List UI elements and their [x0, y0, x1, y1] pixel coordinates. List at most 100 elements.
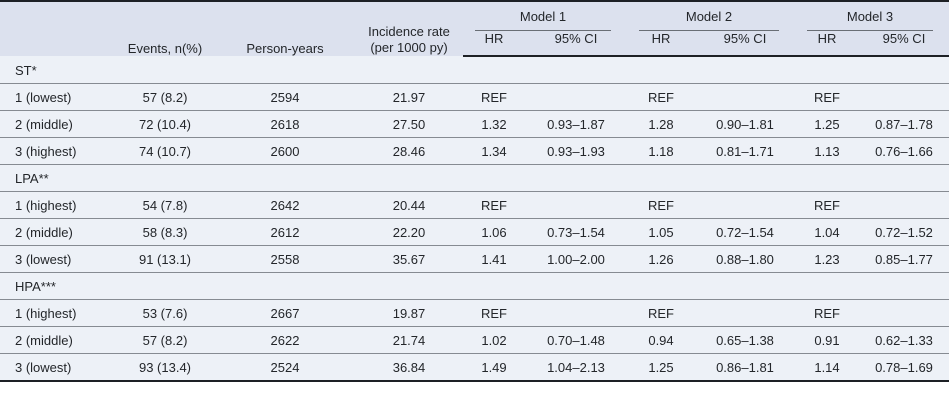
cell-events: 74 (10.7): [115, 137, 215, 165]
cell-m1-ci: [525, 83, 627, 111]
cell-m1-hr: REF: [463, 191, 525, 219]
cell-m3-ci: [859, 83, 949, 111]
section-label: ST*: [15, 62, 37, 78]
cell-person-years: 2618: [215, 110, 355, 138]
cell-m1-ci: 1.00–2.00: [525, 245, 627, 273]
cell-m2-ci: 0.65–1.38: [695, 326, 795, 354]
group-header-model1: Model 1: [463, 1, 627, 31]
cell-incidence: 20.44: [355, 191, 463, 219]
cell-m3-hr: 1.13: [795, 137, 859, 165]
cell-m1-ci: [525, 191, 627, 219]
results-table-container: Events, n(%) Person-years Incidence rate…: [0, 0, 949, 382]
cell-incidence: 21.74: [355, 326, 463, 354]
cell-m2-hr: 1.18: [627, 137, 695, 165]
cell-events: 93 (13.4): [115, 353, 215, 381]
row-label: 1 (highest): [0, 191, 115, 219]
table-row: 1 (highest) 54 (7.8) 2642 20.44 REF REF …: [0, 191, 949, 219]
cell-incidence: 27.50: [355, 110, 463, 138]
cell-m1-hr: 1.06: [463, 218, 525, 246]
cell-events: 57 (8.2): [115, 83, 215, 111]
cell-m2-hr: 1.05: [627, 218, 695, 246]
col-header-ci-model3: 95% CI: [859, 31, 949, 57]
cell-m1-hr: 1.34: [463, 137, 525, 165]
cell-m3-ci: 0.76–1.66: [859, 137, 949, 165]
row-label: 1 (highest): [0, 299, 115, 327]
table-row: 3 (highest) 74 (10.7) 2600 28.46 1.34 0.…: [0, 137, 949, 165]
table-row: 2 (middle) 57 (8.2) 2622 21.74 1.02 0.70…: [0, 326, 949, 354]
table-row: 2 (middle) 72 (10.4) 2618 27.50 1.32 0.9…: [0, 110, 949, 138]
cell-incidence: 35.67: [355, 245, 463, 273]
cell-incidence: 28.46: [355, 137, 463, 165]
cell-incidence: 22.20: [355, 218, 463, 246]
cell-m2-ci: 0.88–1.80: [695, 245, 795, 273]
col-header-hr-model2: HR: [627, 31, 695, 57]
cell-events: 57 (8.2): [115, 326, 215, 354]
cell-m2-ci: 0.81–1.71: [695, 137, 795, 165]
cell-incidence: 36.84: [355, 353, 463, 381]
section-row-lpa: LPA**: [0, 164, 949, 192]
cell-m2-ci: [695, 299, 795, 327]
corner-cell: [0, 1, 115, 56]
cell-m3-ci: 0.78–1.69: [859, 353, 949, 381]
cell-m3-hr: REF: [795, 83, 859, 111]
col-header-ci-model2: 95% CI: [695, 31, 795, 57]
cell-m3-hr: 1.25: [795, 110, 859, 138]
cell-m1-hr: 1.49: [463, 353, 525, 381]
col-header-incidence-rate: Incidence rate (per 1000 py): [355, 1, 463, 56]
table-header: Events, n(%) Person-years Incidence rate…: [0, 1, 949, 57]
row-label: 2 (middle): [0, 326, 115, 354]
cell-person-years: 2600: [215, 137, 355, 165]
cell-m1-ci: 0.93–1.93: [525, 137, 627, 165]
incidence-rate-line2: (per 1000 py): [370, 39, 448, 55]
cell-events: 58 (8.3): [115, 218, 215, 246]
cell-m3-ci: 0.62–1.33: [859, 326, 949, 354]
cell-m2-hr: 1.28: [627, 110, 695, 138]
row-label: 3 (highest): [0, 137, 115, 165]
row-label: 2 (middle): [0, 110, 115, 138]
col-header-hr-model1: HR: [463, 31, 525, 57]
section-row-hpa: HPA***: [0, 272, 949, 300]
cell-events: 53 (7.6): [115, 299, 215, 327]
cell-m3-ci: [859, 191, 949, 219]
cell-person-years: 2622: [215, 326, 355, 354]
cell-m2-ci: [695, 83, 795, 111]
cell-m1-ci: 0.93–1.87: [525, 110, 627, 138]
cell-m3-ci: [859, 299, 949, 327]
cell-person-years: 2612: [215, 218, 355, 246]
cell-m3-hr: 1.04: [795, 218, 859, 246]
cell-m2-hr: 1.26: [627, 245, 695, 273]
table-body: ST* 1 (lowest) 57 (8.2) 2594 21.97 REF R…: [0, 56, 949, 381]
row-label: 3 (lowest): [0, 245, 115, 273]
cell-m3-ci: 0.87–1.78: [859, 110, 949, 138]
cell-m1-ci: 0.70–1.48: [525, 326, 627, 354]
cell-m1-ci: 1.04–2.13: [525, 353, 627, 381]
cell-m3-hr: 0.91: [795, 326, 859, 354]
table-row: 3 (lowest) 93 (13.4) 2524 36.84 1.49 1.0…: [0, 353, 949, 381]
table-row: 3 (lowest) 91 (13.1) 2558 35.67 1.41 1.0…: [0, 245, 949, 273]
cell-incidence: 19.87: [355, 299, 463, 327]
cell-m2-ci: 0.86–1.81: [695, 353, 795, 381]
cell-m3-hr: 1.14: [795, 353, 859, 381]
cell-m1-ci: 0.73–1.54: [525, 218, 627, 246]
incidence-rate-line1: Incidence rate: [368, 23, 450, 39]
table-row: 2 (middle) 58 (8.3) 2612 22.20 1.06 0.73…: [0, 218, 949, 246]
col-header-events: Events, n(%): [115, 1, 215, 56]
cell-m3-ci: 0.85–1.77: [859, 245, 949, 273]
cell-person-years: 2667: [215, 299, 355, 327]
cell-events: 72 (10.4): [115, 110, 215, 138]
model-header-row: Events, n(%) Person-years Incidence rate…: [0, 1, 949, 56]
cell-m3-hr: REF: [795, 191, 859, 219]
col-header-person-years: Person-years: [215, 1, 355, 56]
table-row: 1 (highest) 53 (7.6) 2667 19.87 REF REF …: [0, 299, 949, 327]
cell-m1-hr: 1.32: [463, 110, 525, 138]
cell-m1-hr: REF: [463, 83, 525, 111]
section-label: HPA***: [0, 272, 949, 300]
group-header-model2: Model 2: [627, 1, 795, 31]
cell-m2-ci: 0.90–1.81: [695, 110, 795, 138]
hazard-ratio-table: Events, n(%) Person-years Incidence rate…: [0, 0, 949, 382]
cell-person-years: 2594: [215, 83, 355, 111]
cell-m3-hr: 1.23: [795, 245, 859, 273]
cell-events: 54 (7.8): [115, 191, 215, 219]
cell-m2-hr: 0.94: [627, 326, 695, 354]
cell-m1-hr: 1.02: [463, 326, 525, 354]
